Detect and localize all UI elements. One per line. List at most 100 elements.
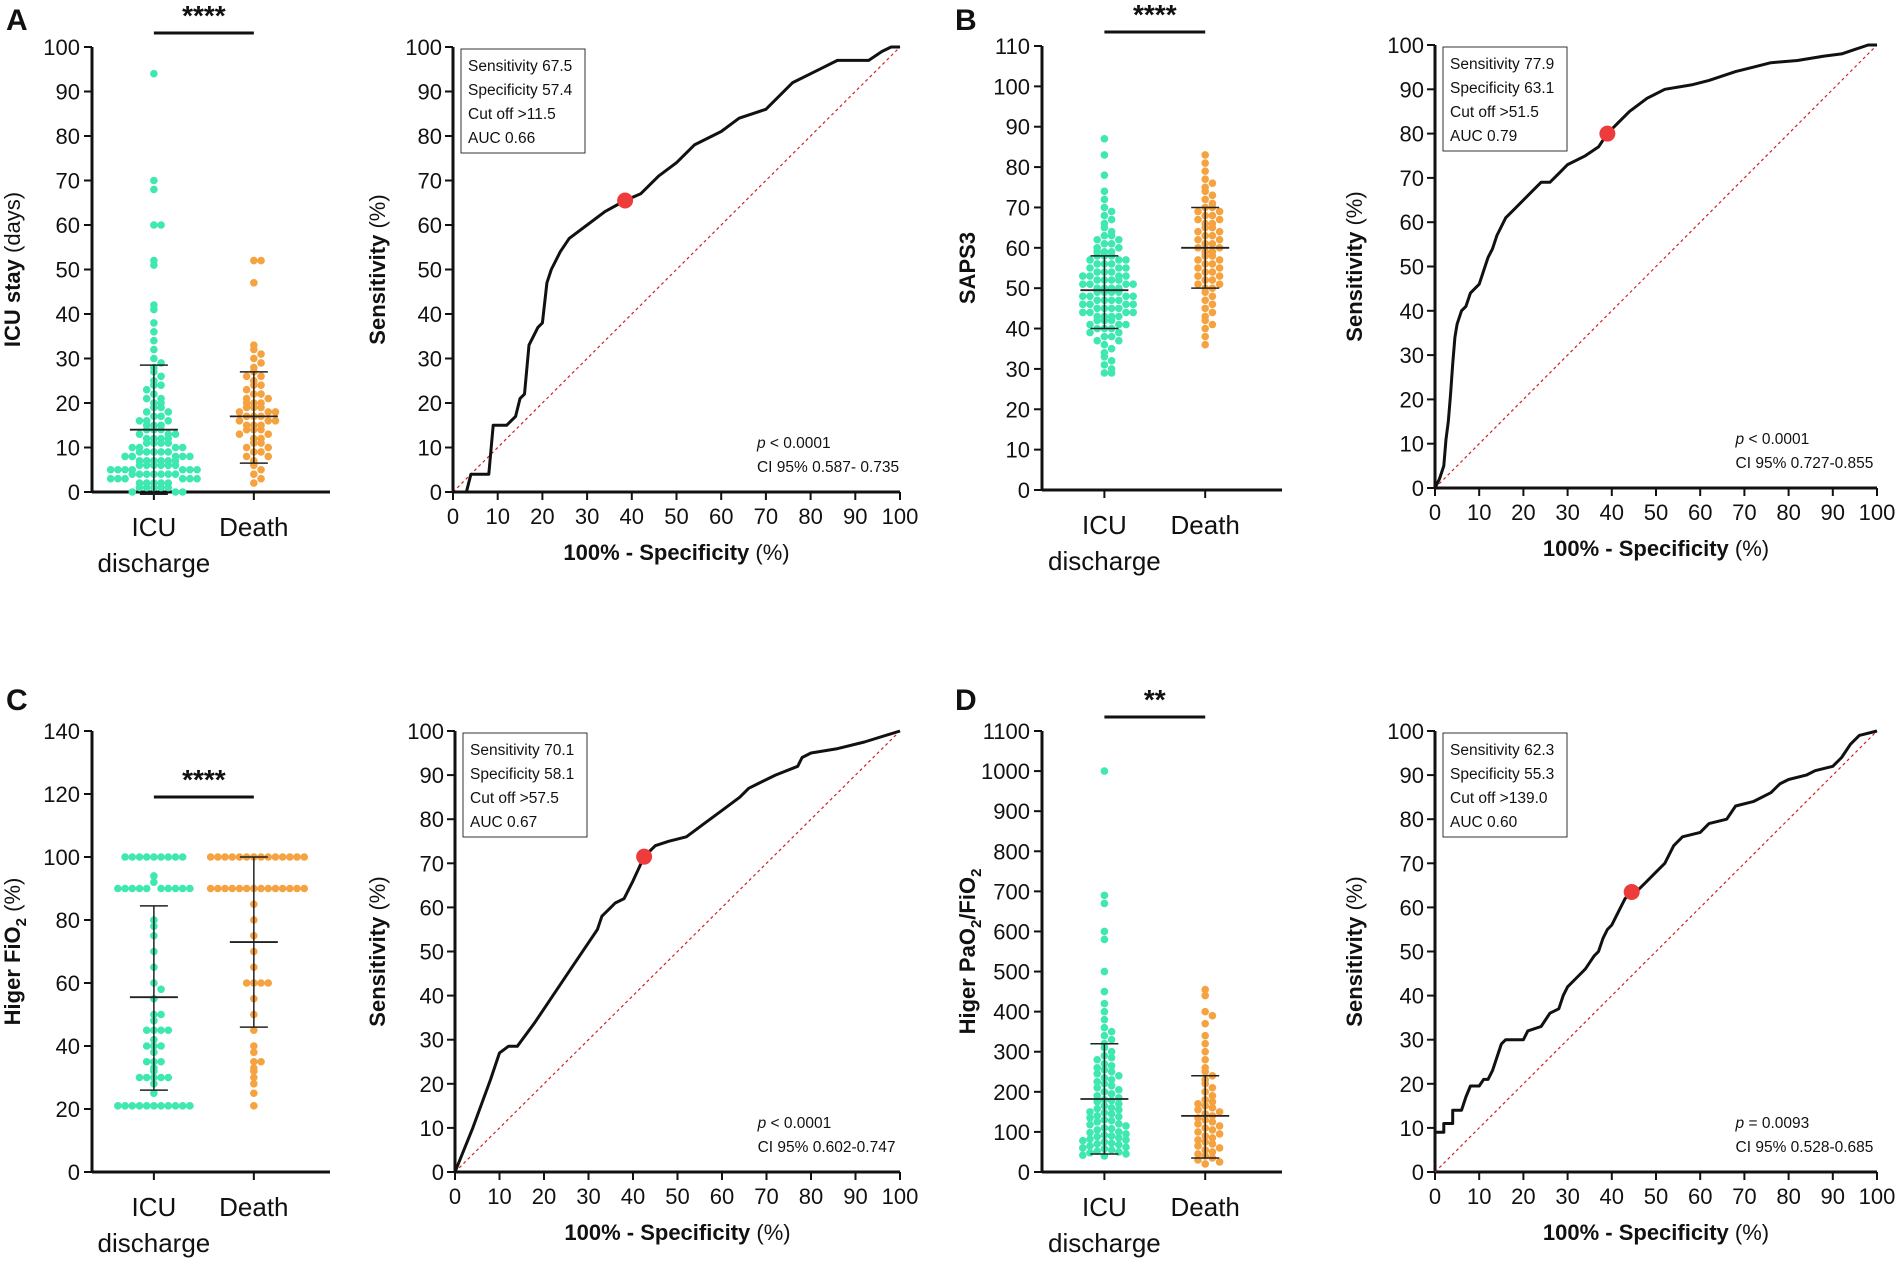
data-point — [164, 853, 173, 861]
y-tick-label: 40 — [420, 984, 444, 1009]
y-tick-label: 0 — [1412, 1160, 1424, 1185]
category-label: discharge — [98, 1228, 211, 1258]
data-point — [1201, 151, 1209, 159]
data-point — [271, 853, 280, 861]
y-tick-label: 100 — [993, 1120, 1030, 1145]
data-point — [1100, 899, 1109, 908]
data-point — [135, 470, 144, 479]
data-point — [157, 1042, 165, 1050]
data-point — [1086, 308, 1094, 317]
x-tick-label: 50 — [1644, 1184, 1668, 1209]
optimal-cutoff-point — [636, 848, 653, 865]
panel-letter-b: B — [955, 4, 977, 37]
data-point — [250, 345, 258, 354]
data-point — [157, 372, 165, 381]
data-point — [1201, 159, 1209, 167]
data-point — [1215, 227, 1224, 236]
data-point — [1093, 1077, 1101, 1086]
data-point — [1107, 1110, 1116, 1118]
data-point — [1100, 999, 1109, 1008]
data-point — [1093, 268, 1101, 276]
y-tick-label: 80 — [1006, 155, 1030, 180]
data-point — [1208, 1092, 1217, 1100]
data-point — [235, 430, 244, 438]
data-point — [1107, 296, 1116, 305]
data-point — [264, 394, 273, 403]
confidence-interval: CI 95% 0.528-0.685 — [1736, 1139, 1874, 1156]
x-tick-label: 30 — [1555, 500, 1579, 525]
data-point — [1107, 1047, 1116, 1056]
data-point — [1194, 272, 1202, 280]
x-tick-label: 100 — [1859, 1184, 1896, 1209]
data-point — [1100, 1007, 1109, 1016]
data-point — [150, 69, 158, 78]
data-point — [257, 256, 265, 265]
data-point — [186, 1102, 194, 1110]
x-axis-label: 100% - Specificity (%) — [564, 1220, 790, 1245]
data-point — [1215, 1108, 1224, 1116]
data-point — [1086, 1135, 1094, 1143]
y-axis-label-part: (%) — [365, 194, 390, 234]
x-axis-label-bold: 100% - Specificity — [563, 540, 750, 565]
y-axis-label: Sensitivity (%) — [365, 194, 390, 344]
data-point — [1100, 239, 1109, 248]
y-tick-label: 60 — [418, 213, 442, 238]
panel-letter-d: D — [955, 684, 977, 717]
data-point — [121, 474, 129, 483]
data-point — [257, 439, 265, 447]
y-axis-label: Sensitivity (%) — [1342, 876, 1367, 1026]
data-point — [157, 1073, 165, 1082]
data-point — [1100, 340, 1109, 349]
data-point — [228, 853, 237, 861]
confidence-interval: CI 95% 0.587- 0.735 — [757, 459, 899, 476]
data-point — [1201, 167, 1209, 175]
data-point — [235, 417, 244, 425]
y-tick-label: 20 — [1400, 1072, 1424, 1097]
data-point — [1093, 1132, 1101, 1141]
y-axis-label-part: Sensitivity — [1342, 231, 1367, 342]
data-point — [1107, 1067, 1116, 1076]
category-label: Death — [219, 512, 288, 542]
data-point — [1115, 1140, 1123, 1149]
data-point — [157, 1010, 165, 1019]
data-point — [1208, 300, 1217, 309]
data-point — [250, 279, 258, 287]
y-tick-label: 60 — [1006, 236, 1030, 261]
data-point — [164, 461, 173, 470]
x-tick-label: 60 — [1688, 500, 1712, 525]
data-point — [250, 1067, 258, 1075]
y-tick-label: 60 — [56, 213, 80, 238]
x-tick-label: 90 — [843, 1184, 867, 1209]
data-point — [135, 430, 144, 438]
data-point — [271, 884, 280, 893]
data-point — [1107, 369, 1116, 377]
data-point — [1093, 1126, 1101, 1134]
data-point — [106, 474, 115, 483]
y-axis-label-part: Sensitivity — [1342, 916, 1367, 1027]
data-point — [1201, 316, 1209, 325]
x-tick-label: 90 — [1821, 1184, 1845, 1209]
y-tick-label: 600 — [993, 919, 1030, 944]
stats-box — [1442, 46, 1568, 152]
data-point — [1194, 215, 1202, 224]
data-point — [157, 1057, 165, 1066]
data-point — [1208, 1118, 1217, 1126]
data-point — [1201, 991, 1209, 1000]
data-point — [1093, 1104, 1101, 1113]
y-tick-label: 20 — [418, 391, 442, 416]
category-label: Death — [1171, 510, 1240, 540]
data-point — [1129, 280, 1137, 288]
data-point — [1208, 1134, 1217, 1142]
data-point — [242, 884, 251, 893]
data-point — [1100, 891, 1109, 900]
data-point — [221, 884, 229, 893]
x-tick-label: 50 — [665, 1184, 689, 1209]
data-point — [242, 443, 251, 452]
x-tick-label: 90 — [843, 504, 867, 529]
x-axis-label-bold: 100% - Specificity — [564, 1220, 751, 1245]
data-point — [1115, 1100, 1123, 1108]
data-point — [300, 884, 309, 893]
data-point — [142, 470, 151, 479]
x-tick-label: 50 — [1644, 500, 1668, 525]
optimal-cutoff-point — [617, 192, 634, 209]
